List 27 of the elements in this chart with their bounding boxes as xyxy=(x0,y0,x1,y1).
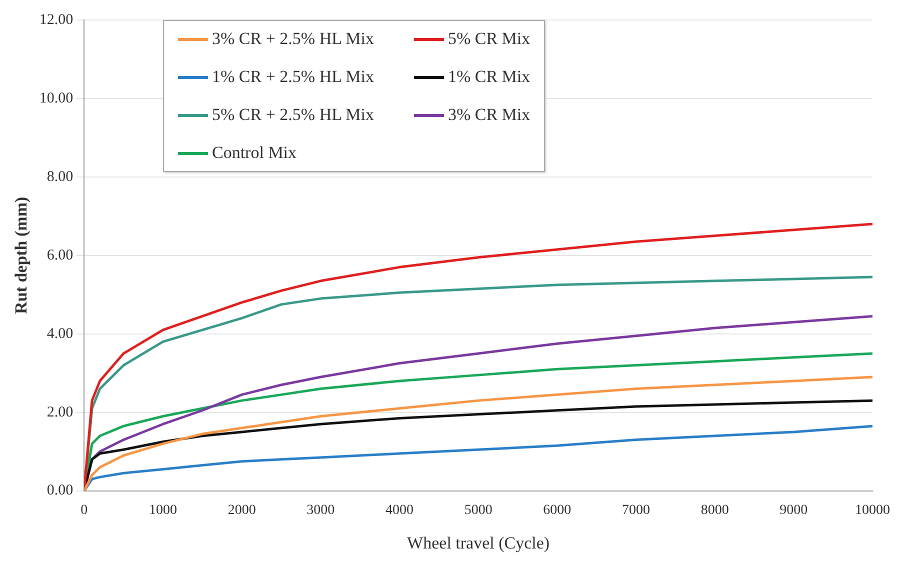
y-tick-label: 12.00 xyxy=(39,12,74,28)
x-tick-label: 7000 xyxy=(622,502,650,518)
legend-label: 1% CR Mix xyxy=(448,67,530,87)
legend-label: 3% CR + 2.5% HL Mix xyxy=(212,29,374,49)
y-tick-label: 2.00 xyxy=(46,404,74,420)
x-tick-label: 8000 xyxy=(700,502,729,518)
x-tick-label: 4000 xyxy=(385,502,414,518)
x-tick-label: 3000 xyxy=(306,502,335,518)
x-tick-label: 10000 xyxy=(855,502,890,518)
y-tick-label: 4.00 xyxy=(46,326,74,342)
legend-label: 1% CR + 2.5% HL Mix xyxy=(212,67,374,87)
x-tick-label: 6000 xyxy=(543,502,572,518)
y-axis-title: Rut depth (mm) xyxy=(12,196,31,314)
legend-label: 5% CR Mix xyxy=(448,29,530,49)
x-tick-label: 5000 xyxy=(464,502,492,518)
legend-label: 3% CR Mix xyxy=(448,105,530,125)
y-tick-label: 6.00 xyxy=(46,247,74,264)
y-tick-label: 8.00 xyxy=(46,168,74,185)
x-tick-label: 0 xyxy=(80,502,88,518)
y-tick-label: 0.00 xyxy=(46,482,74,499)
legend-label: 5% CR + 2.5% HL Mix xyxy=(212,105,374,125)
x-tick-label: 9000 xyxy=(780,502,808,518)
x-axis-title: Wheel travel (Cycle) xyxy=(407,533,550,552)
legend-label: Control Mix xyxy=(212,143,297,163)
x-tick-label: 2000 xyxy=(228,502,256,518)
x-tick-label: 1000 xyxy=(148,502,177,518)
y-tick-label: 10.00 xyxy=(39,90,74,106)
